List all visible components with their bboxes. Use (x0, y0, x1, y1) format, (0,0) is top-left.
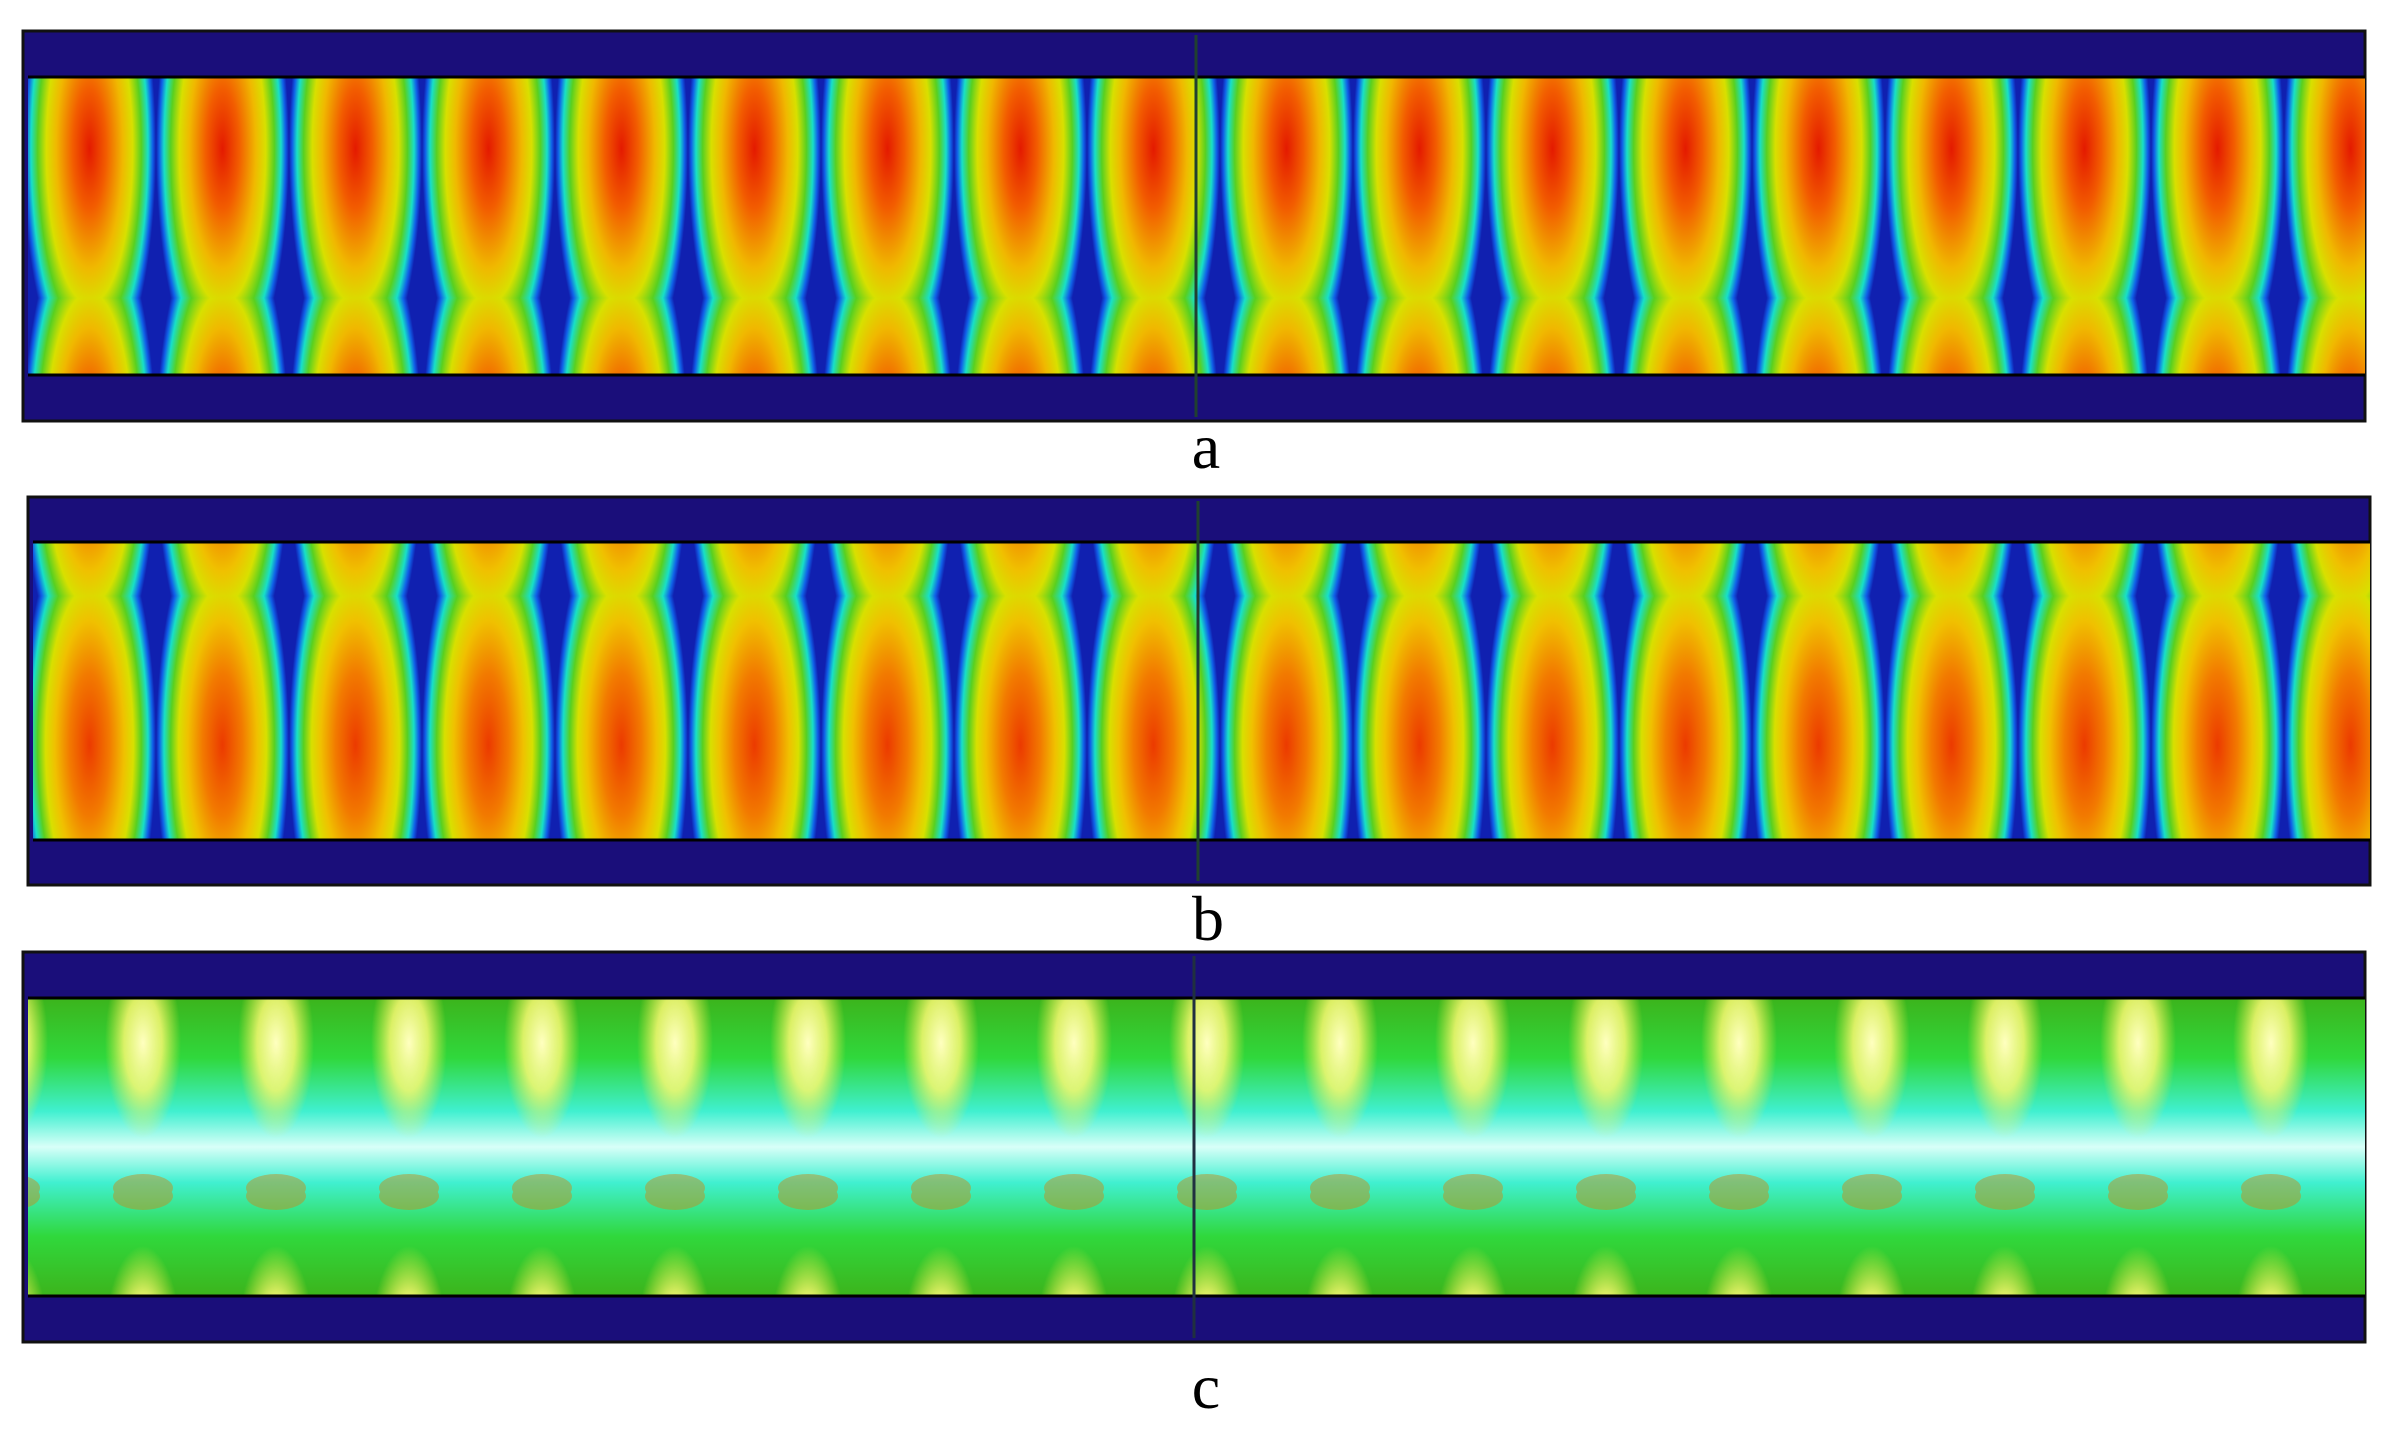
panel-label: a (1192, 411, 1220, 482)
panel-label: c (1192, 1351, 1220, 1422)
field-map (33, 542, 2370, 840)
panel-a: a (21, 29, 2367, 482)
panel-c: c (21, 950, 2367, 1422)
field-map-overlay (28, 998, 2365, 1296)
panel-label: b (1192, 883, 1224, 954)
panel-b: b (26, 495, 2372, 954)
